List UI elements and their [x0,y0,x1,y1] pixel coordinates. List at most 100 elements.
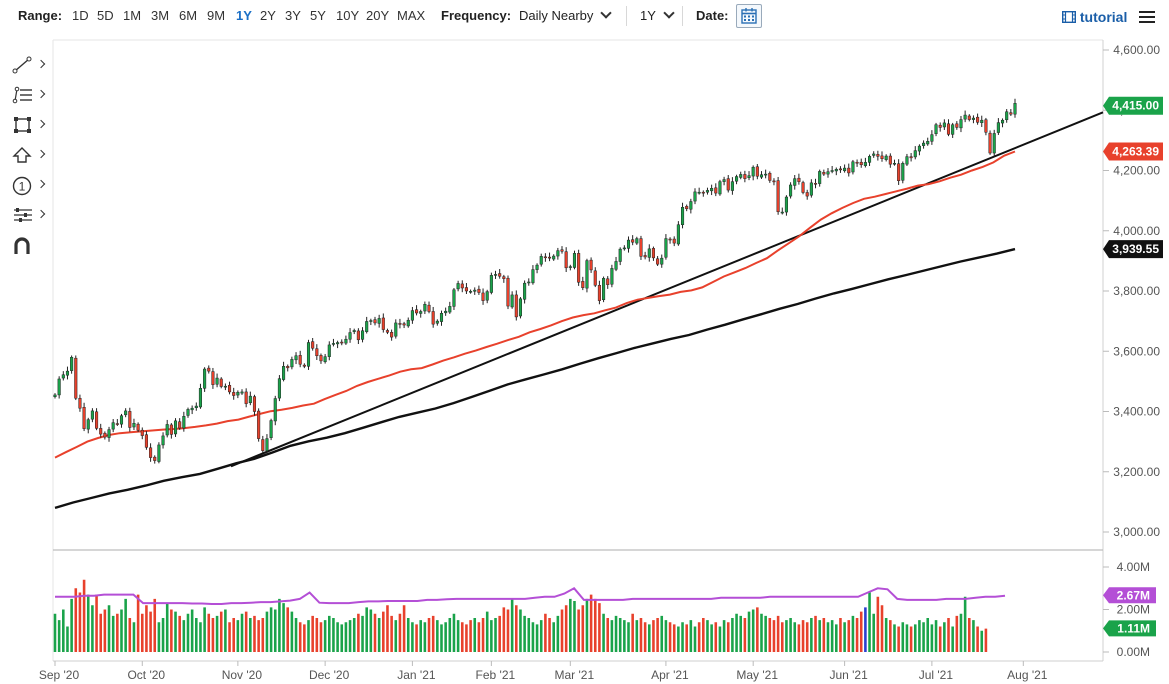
volume-bar [943,622,946,652]
candle-body [739,174,743,178]
candle-body [173,420,178,435]
candle-body [539,256,543,265]
range-button-1y[interactable]: 1Y [236,8,252,23]
candle-body [614,261,618,270]
candle-body [124,410,128,416]
volume-bar [157,622,161,652]
volume-bar [847,620,851,652]
volume-bar [477,622,481,652]
candle-body [86,419,90,430]
annotation-tool-button[interactable]: 1 [8,174,48,196]
volume-bar [768,618,772,652]
volume-bar [298,622,302,652]
volume-bar [510,598,514,652]
range-button-2y[interactable]: 2Y [260,8,276,23]
candle-body [57,378,61,396]
fib-tool-button[interactable] [8,84,48,106]
volume-bar [577,609,580,652]
volume-bar [702,618,705,652]
candle-body [564,251,568,269]
volume-bar [199,622,202,652]
candle-body [980,119,984,124]
volume-bar [423,622,427,652]
candle-body [892,163,897,165]
range-button-max[interactable]: MAX [397,8,426,23]
volume-bar [369,609,373,652]
volume-average-badge [1103,587,1156,604]
ma200-badge [1103,240,1163,259]
volume-bar [140,613,144,652]
range-button-20y[interactable]: 20Y [366,8,390,23]
price-tick-label: 3,200.00 [1113,465,1160,479]
x-tick-label: Aug '21 [1007,668,1048,682]
candle-body [635,238,639,244]
price-badges: 4,415.00 4,263.39 3,939.55 [1103,96,1163,259]
candle-body [427,304,431,312]
measure-tool-button[interactable] [8,204,48,226]
calendar-button[interactable] [736,4,762,28]
candle-body [236,391,240,396]
candlestick-series [53,98,1017,464]
volume-bar [95,594,98,652]
candle-body [178,421,182,429]
volume-average-line [55,587,1006,605]
candle-body [82,407,86,429]
candle-body [552,255,556,260]
candle-body [631,239,635,243]
candle-body [805,192,809,197]
candle-body [813,183,818,185]
period-dropdown[interactable]: 1Y [640,7,675,23]
candle-body [901,163,905,181]
volume-bar [215,615,219,652]
candle-body [680,207,685,225]
rect-tool-button[interactable] [8,114,48,136]
volume-bar [951,626,954,652]
candle-body [502,276,506,279]
price-tick-label: 4,000.00 [1113,224,1160,238]
line-tool-button[interactable] [8,54,48,76]
candle-body [693,191,697,202]
candle-body [169,424,173,435]
candle-body [996,122,1000,133]
candle-body [585,260,589,289]
volume-bar [564,605,568,652]
candle-body [70,357,74,371]
menu-button[interactable] [1139,11,1155,23]
volume-bar [219,611,223,652]
frequency-dropdown[interactable]: Daily Nearby [519,7,613,23]
volume-bar [797,624,801,652]
range-button-1d[interactable]: 1D [72,8,89,23]
volume-bar [386,605,389,652]
candle-body [959,119,963,129]
candle-body [830,170,834,172]
range-button-5y[interactable]: 5Y [310,8,326,23]
volume-bar [930,624,934,652]
range-button-5d[interactable]: 5D [97,8,114,23]
candle-body [294,355,298,361]
candle-body [718,181,722,195]
volume-bar [440,624,443,652]
range-button-3y[interactable]: 3Y [285,8,301,23]
film-icon [1061,10,1077,24]
candle-body [340,341,344,344]
range-button-10y[interactable]: 10Y [336,8,360,23]
volume-bar [203,607,206,652]
volume-bar [560,609,564,652]
volume-bar [327,615,331,652]
volume-bar [390,615,393,652]
volume-bar [868,592,871,652]
range-button-6m[interactable]: 6M [179,8,198,23]
candle-body [203,368,207,389]
magnet-button[interactable] [8,234,48,256]
range-button-9m[interactable]: 9M [207,8,226,23]
range-button-1m[interactable]: 1M [123,8,142,23]
volume-bar [664,620,668,652]
candle-body [934,124,938,134]
range-button-3m[interactable]: 3M [151,8,170,23]
volume-bar [710,624,713,652]
candle-body [610,268,614,285]
volume-bar [506,609,510,652]
tutorial-link[interactable]: tutorial [1061,9,1127,25]
ma50-badge-label: 4,263.39 [1112,145,1159,159]
arrow-tool-button[interactable] [8,144,48,166]
